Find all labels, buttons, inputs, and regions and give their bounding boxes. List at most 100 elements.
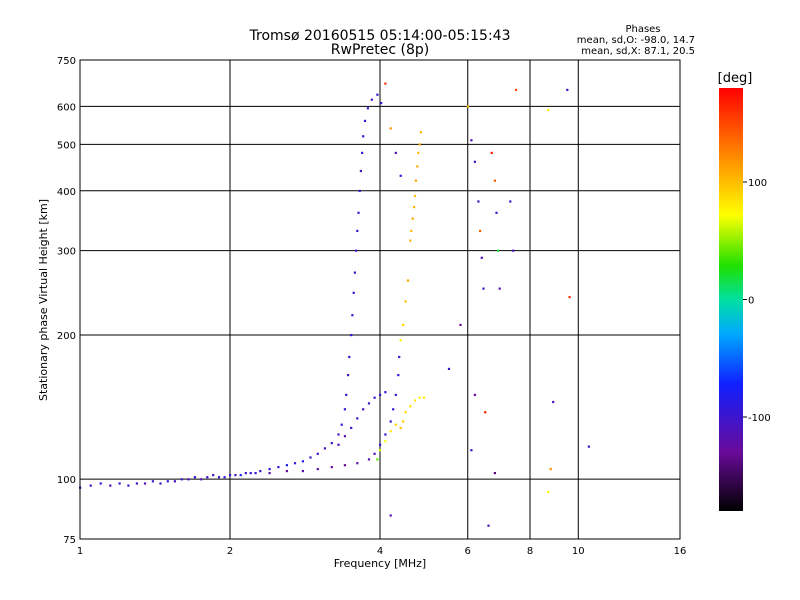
data-point [343,464,346,467]
data-point [166,480,169,483]
data-point [447,367,451,370]
data-point [249,472,252,475]
data-point [379,443,382,446]
data-point [285,464,288,467]
colorbar-tick-label: 0 [748,296,754,307]
colorbar-label: [deg] [718,71,753,86]
data-point [277,466,280,469]
data-point [392,408,395,411]
data-point [473,393,476,396]
data-point [547,108,550,112]
data-point [389,430,392,433]
data-point [370,98,373,101]
data-point [367,458,371,461]
data-point [418,143,421,146]
x-axis: 1 2 4 6 8 10 16 [77,546,687,557]
data-point [402,323,405,326]
data-points [79,82,590,527]
data-point [127,484,130,487]
data-point [549,468,552,471]
y-tick-label: 200 [57,331,76,342]
data-point [409,239,412,242]
data-point [389,420,392,423]
data-point [416,165,419,168]
y-tick-label: 500 [57,140,76,151]
data-point [187,478,190,481]
data-point [361,151,364,154]
data-point [394,423,397,426]
y-tick-label: 75 [63,535,76,546]
data-point [422,396,426,399]
data-point [515,88,518,91]
data-point [356,462,359,465]
x-tick-label: 16 [674,546,687,557]
data-point [239,474,242,477]
data-point [351,314,354,317]
x-tick-label: 1 [77,546,83,557]
data-point [356,417,359,420]
data-point [363,119,367,122]
colorbar [719,88,743,511]
data-point [217,476,221,479]
data-point [470,139,473,142]
plot-frame [79,59,681,540]
data-point [459,323,462,326]
data-point [350,334,353,337]
data-point [268,472,271,475]
data-point [399,174,402,177]
data-point [151,480,154,483]
data-point [99,482,102,485]
data-point [362,135,365,138]
colorbar-tick-label: -100 [748,413,771,424]
data-point [413,206,416,209]
data-point [301,470,304,473]
y-tick-label: 400 [57,187,76,198]
data-point [206,476,209,479]
data-point [414,179,417,182]
chart-subtitle: RwPretec (8p) [331,42,429,58]
data-point [566,88,569,91]
data-point [223,476,226,479]
data-point [330,442,333,445]
data-point [234,474,237,477]
data-point [118,482,121,485]
data-point [347,374,350,377]
data-point [498,287,501,290]
data-point [357,211,360,214]
data-point [480,256,483,259]
data-point [417,151,420,154]
data-point [490,151,493,154]
phases-o-stats: mean, sd,O: -98.0, 14.7 [577,35,695,46]
data-point [389,514,392,517]
data-point [337,433,340,436]
data-point [413,195,417,198]
x-axis-label: Frequency [MHz] [334,557,426,570]
data-point [466,105,469,108]
data-point [376,93,379,96]
data-point [193,476,196,479]
data-point [143,482,147,485]
y-axis-label: Stationary phase Virtual Height [km] [37,199,50,401]
data-point [301,460,304,463]
data-point [348,355,351,359]
data-point [343,435,346,438]
data-point [384,82,387,85]
data-point [484,411,487,414]
data-point [343,408,346,411]
data-point [398,355,401,359]
data-point [413,399,417,402]
data-point [316,468,319,471]
data-point [397,374,400,377]
data-point [379,393,382,396]
data-point [547,491,550,494]
data-point [323,447,326,450]
data-point [345,393,348,396]
data-point [410,229,413,232]
data-point [419,131,422,134]
data-point [376,458,379,461]
phases-x-stats: mean, sd,X: 87.1, 20.5 [581,46,695,57]
data-point [482,287,485,290]
data-point [587,445,590,448]
y-tick-label: 300 [57,247,76,258]
data-point [418,396,421,399]
